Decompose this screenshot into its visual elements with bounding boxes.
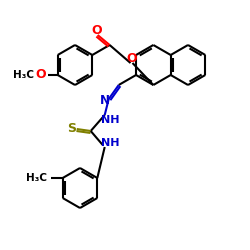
Text: N: N [100,94,110,106]
Text: NH: NH [102,138,120,148]
Text: O: O [35,68,46,82]
Text: H₃C: H₃C [26,173,47,183]
Text: O: O [126,52,137,64]
Text: H₃C: H₃C [13,70,34,80]
Text: NH: NH [102,115,120,125]
Text: S: S [67,122,76,134]
Text: O: O [91,24,102,36]
